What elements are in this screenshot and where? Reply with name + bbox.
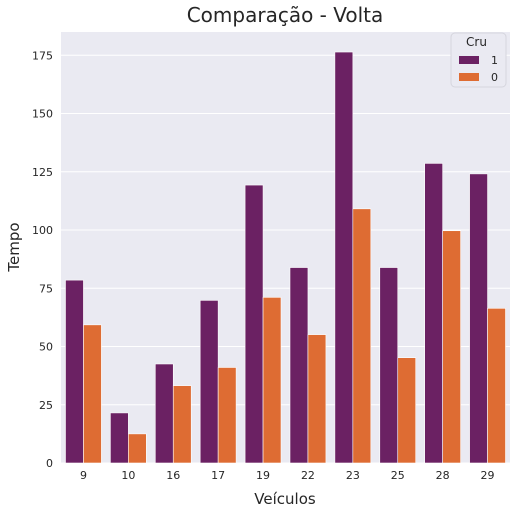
bar-22-cru-0 bbox=[307, 334, 327, 464]
legend: Cru 1 0 bbox=[450, 32, 507, 88]
bar-22-cru-1 bbox=[289, 267, 309, 464]
bars bbox=[65, 51, 506, 464]
x-tick-label: 19 bbox=[256, 469, 270, 482]
bar-25-cru-1 bbox=[379, 267, 399, 464]
bar-16-cru-1 bbox=[154, 363, 174, 464]
y-tick-label: 175 bbox=[32, 49, 53, 62]
x-tick-label: 29 bbox=[481, 469, 495, 482]
bar-17-cru-0 bbox=[217, 367, 237, 464]
y-tick-label: 75 bbox=[39, 282, 53, 295]
x-tick-labels: 9 10 16 17 19 22 23 25 28 29 bbox=[80, 469, 495, 482]
chart-title: Comparação - Volta bbox=[187, 3, 384, 27]
x-tick-label: 17 bbox=[211, 469, 225, 482]
bar-29-cru-1 bbox=[469, 173, 488, 464]
y-tick-labels: 0 25 50 75 100 125 150 175 bbox=[32, 49, 53, 470]
bar-28-cru-0 bbox=[442, 230, 461, 464]
bar-10-cru-1 bbox=[110, 412, 129, 464]
y-tick-label: 125 bbox=[32, 166, 53, 179]
x-tick-label: 28 bbox=[436, 469, 450, 482]
legend-label-0: 0 bbox=[491, 71, 498, 84]
bar-16-cru-0 bbox=[172, 385, 192, 464]
legend-swatch-1 bbox=[459, 56, 479, 64]
x-axis-label: Veículos bbox=[254, 490, 316, 508]
legend-swatch-0 bbox=[459, 73, 479, 81]
bar-23-cru-0 bbox=[352, 208, 372, 464]
y-tick-label: 25 bbox=[39, 399, 53, 412]
bar-9-cru-0 bbox=[83, 324, 102, 464]
y-tick-label: 0 bbox=[46, 457, 53, 470]
x-tick-label: 9 bbox=[80, 469, 87, 482]
bar-28-cru-1 bbox=[424, 163, 443, 464]
bar-23-cru-1 bbox=[334, 51, 354, 464]
legend-label-1: 1 bbox=[491, 54, 498, 67]
x-tick-label: 16 bbox=[166, 469, 180, 482]
bar-19-cru-0 bbox=[262, 297, 282, 464]
bar-17-cru-1 bbox=[199, 300, 219, 464]
bar-10-cru-0 bbox=[128, 433, 147, 464]
bar-25-cru-0 bbox=[397, 357, 417, 464]
y-tick-label: 50 bbox=[39, 341, 53, 354]
bar-29-cru-0 bbox=[487, 308, 506, 464]
x-tick-label: 23 bbox=[346, 469, 360, 482]
y-tick-label: 100 bbox=[32, 224, 53, 237]
x-tick-label: 22 bbox=[301, 469, 315, 482]
x-tick-label: 25 bbox=[391, 469, 405, 482]
y-axis-label: Tempo bbox=[5, 222, 23, 272]
y-tick-label: 150 bbox=[32, 108, 53, 121]
bar-9-cru-1 bbox=[65, 279, 84, 464]
bar-19-cru-1 bbox=[244, 184, 264, 464]
legend-title: Cru bbox=[466, 35, 487, 49]
x-tick-label: 10 bbox=[121, 469, 135, 482]
